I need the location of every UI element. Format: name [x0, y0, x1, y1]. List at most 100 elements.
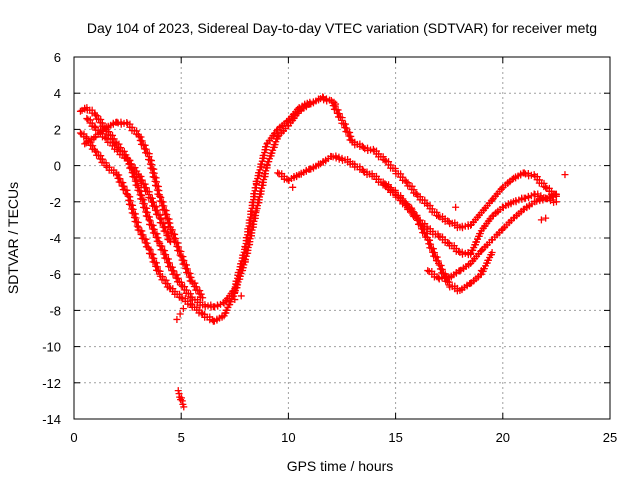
data-point-marker: [161, 224, 169, 232]
data-point-marker: [427, 240, 435, 248]
chart-title: Day 104 of 2023, Sidereal Day-to-day VTE…: [87, 20, 597, 36]
data-point-marker: [138, 227, 146, 235]
data-point-marker: [102, 159, 110, 167]
y-tick-label: 2: [54, 122, 61, 137]
data-point-marker: [171, 230, 179, 238]
data-point-marker: [334, 106, 342, 114]
data-point-marker: [293, 173, 301, 181]
data-point-marker: [183, 265, 191, 273]
data-point-marker: [180, 403, 188, 411]
series-track-e: [274, 94, 560, 232]
data-point-marker: [486, 215, 494, 223]
data-point-marker: [162, 207, 170, 215]
data-point-marker: [433, 212, 441, 220]
data-point-marker: [153, 207, 161, 215]
data-point-marker: [175, 243, 183, 251]
data-point-marker: [141, 180, 149, 188]
data-point-marker: [165, 283, 173, 291]
data-point-marker: [157, 193, 165, 201]
data-point-marker: [180, 257, 188, 265]
data-point-marker: [157, 215, 165, 223]
x-tick-label: 15: [388, 430, 402, 445]
data-point-marker: [475, 211, 483, 219]
data-point-marker: [176, 310, 184, 318]
y-tick-label: 4: [54, 86, 61, 101]
data-point-marker: [476, 230, 484, 238]
data-point-marker: [141, 141, 149, 149]
data-point-marker: [426, 236, 434, 244]
data-point-marker: [90, 122, 98, 130]
data-point-marker: [261, 143, 269, 151]
data-point-marker: [165, 215, 173, 223]
data-point-marker: [174, 239, 182, 247]
data-point-marker: [175, 293, 183, 301]
axis-ticks: [73, 56, 611, 420]
data-point-marker: [294, 109, 302, 117]
data-point-marker: [137, 173, 145, 181]
data-point-marker: [422, 230, 430, 238]
data-point-marker: [163, 211, 171, 219]
data-point-marker: [289, 183, 297, 191]
data-point-marker: [187, 273, 195, 281]
data-point-marker: [518, 195, 526, 203]
data-point-marker: [155, 238, 163, 246]
data-point-marker: [391, 186, 399, 194]
data-point-marker: [153, 263, 161, 271]
x-tick-label: 5: [178, 430, 185, 445]
data-point-marker: [433, 253, 441, 261]
x-tick-labels: 0 5 10 15 20 25: [70, 430, 617, 445]
data-point-marker: [133, 222, 141, 230]
data-point-marker: [274, 133, 282, 141]
y-tick-label: -12: [42, 376, 61, 391]
data-point-marker: [164, 255, 172, 263]
data-point-marker: [166, 236, 174, 244]
data-point-marker: [149, 198, 157, 206]
data-point-marker: [343, 124, 351, 132]
x-tick-label: 0: [70, 430, 77, 445]
data-point-marker: [319, 93, 327, 101]
data-point-marker: [76, 107, 84, 115]
data-point-marker: [182, 261, 190, 269]
data-point-marker: [148, 194, 156, 202]
data-point-marker: [160, 220, 168, 228]
data-point-marker: [150, 225, 158, 233]
data-point-marker: [430, 249, 438, 257]
data-point-marker: [152, 203, 160, 211]
data-point-marker: [143, 239, 151, 247]
data-point-marker: [551, 191, 559, 199]
series-track-c: [81, 118, 207, 302]
x-tick-label: 10: [281, 430, 295, 445]
data-point-marker: [237, 292, 245, 300]
data-point-marker: [418, 221, 426, 229]
data-point-marker: [179, 253, 187, 261]
data-point-marker: [347, 132, 355, 140]
data-point-marker: [150, 254, 158, 262]
data-point-marker: [165, 232, 173, 240]
data-point-marker: [158, 242, 166, 250]
data-point-marker: [161, 247, 169, 255]
data-point-marker: [424, 267, 432, 275]
data-point-marker: [341, 120, 349, 128]
data-point-marker: [465, 261, 473, 269]
data-point-marker: [542, 214, 550, 222]
data-point-marker: [359, 167, 367, 175]
data-point-marker: [159, 198, 167, 206]
data-point-marker: [335, 110, 343, 118]
y-tick-label: 6: [54, 50, 61, 65]
data-point-marker: [81, 140, 89, 148]
data-point-marker: [197, 309, 205, 317]
series-track-b: [76, 129, 282, 325]
data-point-marker: [145, 150, 153, 158]
data-point-marker: [507, 200, 515, 208]
data-point-marker: [550, 198, 558, 206]
data-point-marker: [165, 259, 173, 267]
data-point-marker: [123, 186, 131, 194]
data-point-marker: [186, 269, 194, 277]
data-point-marker: [537, 216, 545, 224]
data-point-marker: [231, 296, 239, 304]
y-tick-label: -4: [49, 231, 61, 246]
data-point-marker: [123, 118, 131, 126]
data-point-marker: [335, 155, 343, 163]
data-point-marker: [154, 234, 162, 242]
